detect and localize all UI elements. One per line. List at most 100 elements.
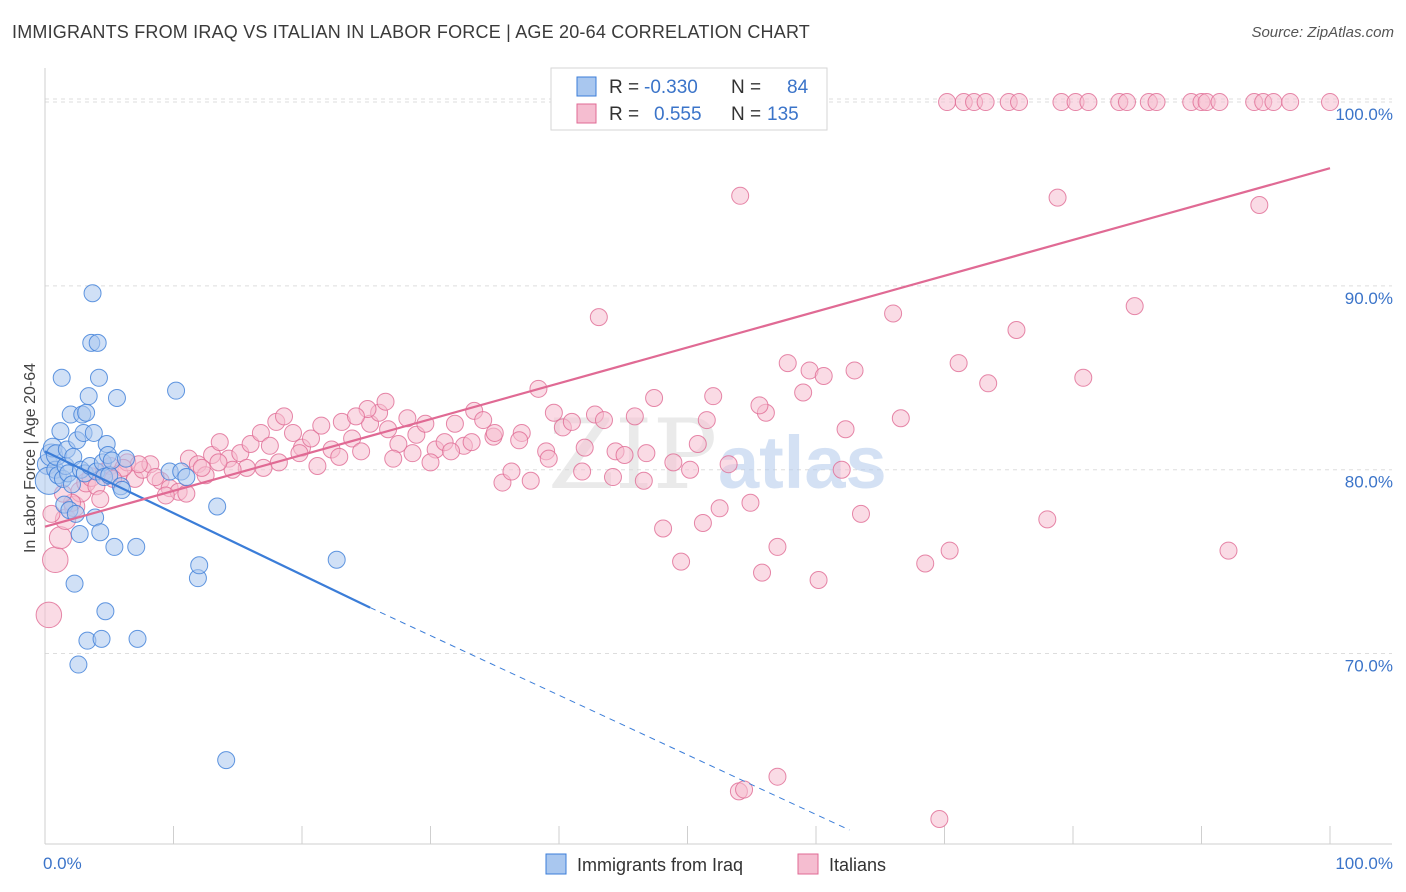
series-legend[interactable]: Immigrants from Iraq Italians [546,854,886,875]
legend-label-iraq: Immigrants from Iraq [577,855,743,875]
italians-point-119 [1008,322,1025,339]
stats-n-label-iraq: N = [731,77,761,98]
italians-point-61 [563,413,580,430]
gridlines [45,99,1392,653]
italians-point-38 [353,443,370,460]
italians-point-133 [443,443,460,460]
italians-point-87 [810,572,827,589]
italians-point-65 [595,412,612,429]
italians-point-69 [635,472,652,489]
italians-point-48 [446,415,463,432]
italians-point-90 [846,362,863,379]
x-tick-label-0: 0.0% [43,854,82,873]
italians-point-88 [833,461,850,478]
stats-r-label-iraq: R = [609,77,639,98]
italians-point-75 [689,435,706,452]
italians-point-130 [511,432,528,449]
italians-point-78 [711,500,728,517]
iraq-point-55 [168,382,185,399]
italians-point-0 [36,602,62,628]
iraq-point-39 [93,630,110,647]
italians-point-70 [646,390,663,407]
stats-r-value-italians: 0.555 [654,104,702,125]
italians-point-123 [795,384,812,401]
iraq-point-18 [66,575,83,592]
iraq-point-60 [209,498,226,515]
italians-point-1 [43,547,69,573]
italians-point-82 [754,564,771,581]
stats-legend: R = -0.330 N = 84 R = 0.555 N = 135 [551,68,827,130]
iraq-point-57 [178,469,195,486]
y-axis-label: In Labor Force | Age 20-64 [22,363,39,553]
italians-point-155 [92,491,109,508]
italians-point-141 [309,458,326,475]
stats-r-label-italians: R = [609,104,639,125]
iraq-point-8 [53,369,70,386]
iraq-point-53 [129,630,146,647]
trend-line-iraq-extension [370,608,849,830]
iraq-point-36 [89,334,106,351]
italians-point-95 [939,94,956,111]
italians-point-84 [769,538,786,555]
italians-point-128 [574,463,591,480]
italians-point-31 [285,424,302,441]
watermark-atlas: atlas [718,421,887,504]
italians-point-163 [1075,369,1092,386]
italians-point-112 [1211,94,1228,111]
y-tick-label-0: 70.0% [1345,657,1393,676]
iraq-point-37 [90,369,107,386]
italians-point-56 [522,472,539,489]
iraq-point-51 [117,450,134,467]
italians-point-62 [576,439,593,456]
italians-point-30 [276,408,293,425]
italians-point-74 [682,461,699,478]
italians-point-132 [463,434,480,451]
italians-point-104 [1080,94,1097,111]
italians-point-121 [892,410,909,427]
italians-point-162 [980,375,997,392]
italians-point-131 [486,424,503,441]
italians-point-73 [673,553,690,570]
italians-point-91 [852,505,869,522]
italians-point-68 [626,408,643,425]
stats-swatch-iraq [577,77,596,96]
italians-point-72 [665,454,682,471]
italians-point-161 [1049,189,1066,206]
y-tick-label-1: 80.0% [1345,473,1393,492]
scatter-chart: ZIP atlas 70.0%80.0%90.0%100.0%0.0% 100.0… [0,0,1406,892]
italians-point-115 [1265,94,1282,111]
italians-point-28 [261,437,278,454]
stats-n-value-iraq: 84 [787,77,809,98]
iraq-point-7 [52,423,69,440]
iraq-point-47 [106,538,123,555]
italians-point-77 [705,388,722,405]
italians-point-81 [742,494,759,511]
y-tick-label-3: 100.0% [1335,105,1393,124]
italians-point-160 [1251,197,1268,214]
italians-point-166 [769,768,786,785]
italians-point-122 [815,367,832,384]
stats-n-value-italians: 135 [767,104,799,125]
italians-point-2 [49,527,71,549]
iraq-point-38 [92,524,109,541]
italians-point-129 [540,450,557,467]
italians-point-124 [751,397,768,414]
italians-point-93 [917,555,934,572]
iraq-point-50 [114,481,131,498]
italians-point-120 [950,355,967,372]
italians-point-140 [331,448,348,465]
italians-point-148 [193,459,210,476]
italians-point-106 [1118,94,1135,111]
series-iraq-points [35,285,345,769]
iraq-point-29 [80,388,97,405]
italians-point-134 [422,454,439,471]
italians-point-85 [779,355,796,372]
iraq-point-59 [191,557,208,574]
stats-n-label-italians: N = [731,104,761,125]
italians-point-54 [503,463,520,480]
italians-point-34 [313,417,330,434]
italians-point-125 [698,412,715,429]
italians-point-23 [211,434,228,451]
iraq-point-48 [108,390,125,407]
italians-point-67 [616,447,633,464]
